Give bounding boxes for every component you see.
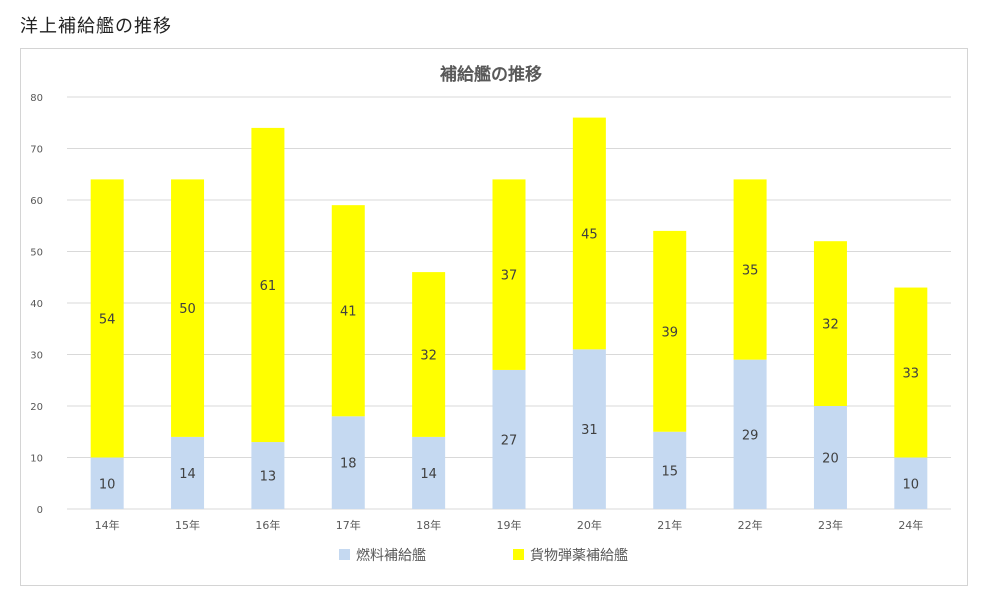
data-label: 33 (903, 367, 920, 382)
data-label: 10 (99, 477, 116, 492)
y-tick-label: 70 (30, 145, 43, 156)
bar-cargo (251, 127, 285, 443)
bar-fuel (813, 406, 847, 509)
x-tick-label: 20年 (577, 518, 602, 532)
data-label: 20 (822, 452, 839, 467)
bar-cargo (90, 179, 124, 458)
page-heading: 洋上補給艦の推移 (20, 16, 172, 37)
legend-label: 貨物弾薬補給艦 (530, 547, 628, 564)
y-tick-label: 30 (30, 351, 43, 362)
bar-fuel (90, 457, 124, 509)
y-tick-label: 60 (30, 196, 43, 207)
bar-fuel (331, 416, 365, 509)
bar-fuel (171, 436, 205, 509)
y-tick-label: 80 (30, 93, 43, 104)
data-label: 10 (903, 477, 920, 492)
bar-fuel (733, 359, 767, 509)
x-axis-ticks: 14年 15年 16年 17年 18年 19年 20年 21年 22年 23年 24年 (95, 518, 924, 532)
y-tick-label: 40 (30, 299, 43, 310)
y-tick-label: 10 (30, 454, 43, 465)
bar-fuel (894, 457, 928, 509)
data-label: 27 (501, 433, 518, 448)
bar-cargo (331, 205, 365, 417)
bars (90, 117, 928, 509)
bar-cargo (171, 179, 205, 437)
data-label: 32 (420, 349, 437, 364)
bar-fuel (653, 431, 687, 509)
y-tick-label: 20 (30, 402, 43, 413)
x-tick-label: 15年 (175, 518, 200, 532)
data-label: 15 (661, 464, 678, 479)
bar-cargo (572, 117, 606, 350)
data-label: 18 (340, 457, 357, 472)
x-tick-label: 19年 (497, 518, 522, 532)
bar-cargo (894, 287, 928, 458)
data-label: 41 (340, 305, 357, 320)
data-label: 31 (581, 423, 598, 438)
bar-cargo (813, 241, 847, 406)
legend-swatch (513, 549, 524, 560)
bar-fuel (572, 349, 606, 509)
x-tick-label: 14年 (95, 518, 120, 532)
data-label: 50 (179, 302, 196, 317)
data-label: 45 (581, 227, 598, 242)
x-tick-label: 24年 (898, 518, 923, 532)
bar-fuel (251, 442, 285, 509)
chart-frame: 補給艦の推移 0 10 20 30 40 50 60 70 80 10 54 14 50 13 61 18 4… (20, 48, 968, 586)
legend-swatch (339, 549, 350, 560)
data-label: 61 (260, 279, 277, 294)
x-tick-label: 21年 (657, 518, 682, 532)
x-tick-label: 16年 (255, 518, 280, 532)
data-label: 14 (179, 467, 196, 482)
data-label: 37 (501, 269, 518, 284)
data-label: 32 (822, 318, 839, 333)
legend: 燃料補給艦 貨物弾薬補給艦 (339, 547, 628, 564)
x-tick-label: 17年 (336, 518, 361, 532)
y-axis-ticks: 0 10 20 30 40 50 60 70 80 (30, 93, 43, 516)
data-label: 35 (742, 264, 759, 279)
data-label: 14 (420, 467, 437, 482)
bar-cargo (653, 230, 687, 432)
stacked-bar-chart: 補給艦の推移 0 10 20 30 40 50 60 70 80 10 54 14 50 13 61 18 4… (30, 64, 951, 564)
bar-cargo (733, 179, 767, 360)
data-label: 39 (661, 325, 678, 340)
y-tick-label: 50 (30, 248, 43, 259)
x-tick-label: 22年 (738, 518, 763, 532)
data-labels: 10 54 14 50 13 61 18 41 14 32 27 37 31 45 15 39 29 35 20 32… (99, 227, 919, 492)
x-tick-label: 23年 (818, 518, 843, 532)
bar-fuel (492, 369, 526, 509)
bar-cargo (412, 272, 446, 437)
bar-fuel (412, 436, 446, 509)
chart-title: 補給艦の推移 (439, 64, 542, 85)
data-label: 13 (260, 470, 277, 485)
x-tick-label: 18年 (416, 518, 441, 532)
bar-cargo (492, 179, 526, 370)
data-label: 54 (99, 312, 116, 327)
legend-label: 燃料補給艦 (356, 547, 426, 564)
data-label: 29 (742, 428, 759, 443)
y-tick-label: 0 (37, 505, 43, 516)
